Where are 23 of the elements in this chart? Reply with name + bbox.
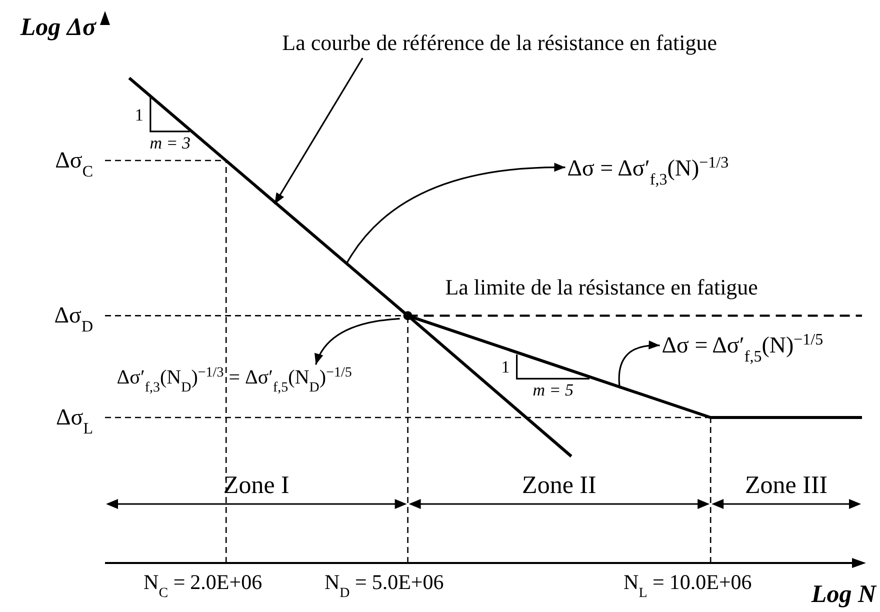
annotation: Zone II [522, 472, 596, 499]
text: Δσ′$_{f,3}$(N$_{D}$)$^{−1/3}$ = Δσ′$_{f,5}$(N$_{D}$)$^{−1/5}$ [116, 365, 352, 396]
annotation: Zone III [745, 472, 828, 499]
ref-line-label: N$_{L}$ = [624, 570, 664, 600]
x-axis-title: Log N [810, 581, 877, 608]
y-axis-title: Log Δσ [19, 14, 98, 41]
annotation: La courbe de référence de la résistance en fatigue [282, 30, 717, 56]
x-tick-label: 10.0E+06 [669, 570, 752, 594]
ref-line-label: Δσ$_{C}$ [55, 147, 93, 180]
annotation: La limite de la résistance en fatigue [445, 274, 758, 300]
ref-line-label: Δσ$_{L}$ [56, 404, 93, 438]
x-tick-label: 5.0E+06 [372, 570, 444, 594]
annotation: Δσ = Δσ′$_{f,3}$(N)$^{−1/3}$ [567, 154, 729, 188]
annotation: 1 [501, 358, 510, 377]
ref-line-label: N$_{C}$ = [144, 570, 186, 600]
annotation: 1 [134, 105, 144, 124]
ref-line-label: N$_{D}$ = [324, 570, 367, 600]
annotation: Δσ = Δσ′$_{f,5}$(N)$^{−1/5}$ [662, 330, 824, 365]
annotation: Zone I [223, 472, 290, 499]
ref-line-label: Δσ$_{D}$ [54, 302, 93, 336]
annotation: m = 3 [150, 133, 190, 152]
annotation: m = 5 [532, 380, 574, 400]
x-tick-label: 2.0E+06 [190, 570, 262, 594]
